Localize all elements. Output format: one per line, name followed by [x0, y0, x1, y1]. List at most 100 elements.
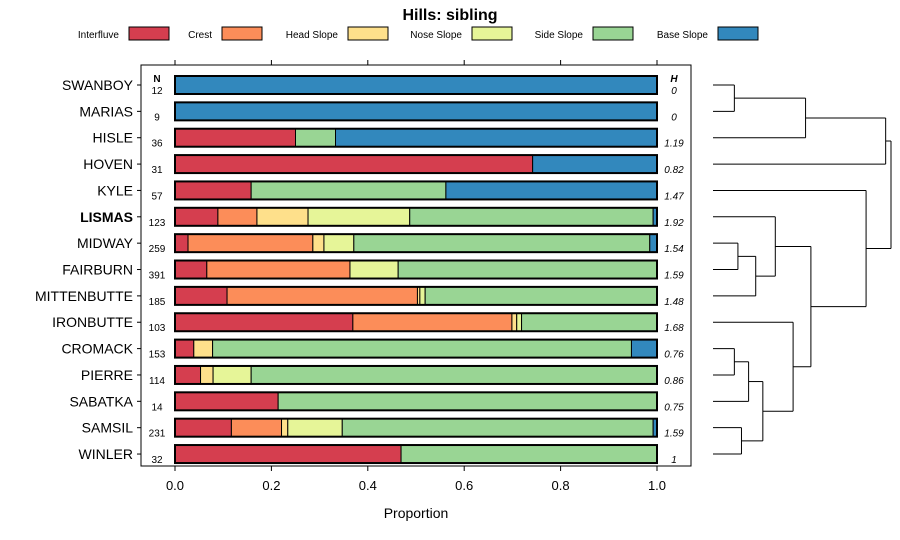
- bar-segment-base-slope: [174, 75, 658, 95]
- legend-swatch-4: [592, 26, 634, 41]
- h-value: 1.59: [664, 429, 684, 440]
- legend-swatch-5: [717, 26, 759, 41]
- legend-label-4: Side Slope: [535, 30, 584, 41]
- row-label-winler: WINLER: [79, 446, 133, 462]
- n-value: 14: [151, 402, 163, 413]
- bar-outline: [174, 338, 658, 359]
- bar-segment-side-slope: [521, 312, 658, 332]
- x-tick-label: 1.0: [648, 478, 666, 493]
- bar-segment-nose-slope: [349, 260, 399, 280]
- plot-area: N H SWANBOY 12 0 MARIAS 9 0 HISLE 36 1.19 HOVEN 31 0.…: [35, 60, 692, 493]
- bar-segment-head-slope: [200, 365, 214, 385]
- bar-outline: [174, 75, 658, 95]
- bar-segment-interfluve: [174, 339, 195, 359]
- row-label-fairburn: FAIRBURN: [62, 262, 133, 278]
- h-value: 0: [671, 86, 677, 97]
- row-label-cromack: CROMACK: [61, 341, 133, 357]
- x-tick-label: 0.6: [455, 478, 473, 493]
- bar-outline: [174, 312, 658, 333]
- bar-outline: [174, 259, 658, 280]
- legend-swatch-1: [221, 26, 263, 41]
- bar-segment-nose-slope: [307, 207, 411, 227]
- h-value: 1.59: [664, 271, 684, 282]
- bar-segment-head-slope: [312, 233, 325, 253]
- n-value: 391: [149, 271, 166, 282]
- x-tick-label: 0.2: [262, 478, 280, 493]
- h-value: 0.75: [664, 402, 684, 413]
- bar-outline: [174, 127, 658, 148]
- h-value: 1: [671, 455, 677, 466]
- legend-swatch-3: [471, 26, 513, 41]
- legend-label-1: Crest: [188, 30, 212, 41]
- n-value: 31: [151, 165, 163, 176]
- bar-segment-interfluve: [174, 286, 228, 306]
- n-value: 12: [151, 86, 163, 97]
- bar-segment-base-slope: [335, 128, 658, 148]
- n-value: 123: [149, 218, 166, 229]
- bar-segment-side-slope: [212, 339, 632, 359]
- bar-segment-base-slope: [532, 154, 658, 174]
- bar-outline: [174, 444, 658, 465]
- row-label-hoven: HOVEN: [83, 156, 133, 172]
- legend-swatch-0: [128, 26, 170, 41]
- bar-segment-interfluve: [174, 154, 534, 174]
- n-value: 114: [149, 376, 165, 387]
- row-label-mittenbutte: MITTENBUTTE: [35, 288, 133, 304]
- x-tick-label: 0.0: [166, 478, 184, 493]
- bar-segment-interfluve: [174, 233, 189, 253]
- n-value: 32: [151, 455, 163, 466]
- bar-outline: [174, 417, 658, 438]
- h-value: 0.86: [664, 376, 684, 387]
- bar-segment-head-slope: [256, 207, 309, 227]
- bar-segment-interfluve: [174, 418, 232, 438]
- bar-segment-side-slope: [409, 207, 654, 227]
- row-label-samsil: SAMSIL: [82, 420, 134, 436]
- row-label-marias: MARIAS: [79, 103, 133, 119]
- bar-segment-interfluve: [174, 444, 402, 464]
- bar-segment-base-slope: [649, 233, 658, 253]
- n-value: 36: [151, 139, 163, 150]
- bar-segment-base-slope: [445, 180, 658, 200]
- bar-segment-side-slope: [250, 180, 447, 200]
- h-value: 1.68: [664, 323, 684, 334]
- h-value: 1.54: [664, 244, 684, 255]
- h-value: 0: [671, 112, 677, 123]
- x-tick-label: 0.4: [359, 478, 377, 493]
- bar-segment-side-slope: [400, 444, 658, 464]
- legend-swatch-2: [347, 26, 389, 41]
- bar-outline: [174, 391, 658, 412]
- h-value: 0.76: [664, 350, 684, 361]
- n-value: 231: [149, 429, 166, 440]
- n-value: 153: [149, 350, 166, 361]
- row-label-sabatka: SABATKA: [69, 393, 133, 409]
- chart-title: Hills: sibling: [402, 7, 497, 24]
- bar-segment-crest: [226, 286, 418, 306]
- legend-label-0: Interfluve: [78, 30, 120, 41]
- n-value: 259: [149, 244, 166, 255]
- bar-segment-interfluve: [174, 312, 354, 332]
- legend-label-2: Head Slope: [286, 30, 339, 41]
- bar-outline: [174, 285, 658, 306]
- n-value: 103: [149, 323, 166, 334]
- h-value: 1.19: [664, 139, 684, 150]
- bar-segment-crest: [206, 260, 351, 280]
- n-value: 57: [151, 191, 163, 202]
- bar-segment-head-slope: [511, 312, 518, 332]
- bar-segment-side-slope: [250, 365, 658, 385]
- row-label-midway: MIDWAY: [77, 235, 134, 251]
- bar-outline: [174, 154, 658, 175]
- plot-frame: [140, 64, 692, 467]
- n-value: 185: [149, 297, 166, 308]
- bar-segment-interfluve: [174, 391, 279, 411]
- row-label-pierre: PIERRE: [81, 367, 133, 383]
- bar-segment-interfluve: [174, 180, 252, 200]
- h-value: 1.47: [664, 191, 684, 202]
- bar-segment-side-slope: [277, 391, 658, 411]
- row-label-swanboy: SWANBOY: [62, 77, 134, 93]
- row-label-kyle: KYLE: [97, 182, 133, 198]
- bar-outline: [174, 180, 658, 201]
- bar-outline: [174, 233, 658, 254]
- legend-label-3: Nose Slope: [410, 30, 462, 41]
- bar-segment-head-slope: [281, 418, 289, 438]
